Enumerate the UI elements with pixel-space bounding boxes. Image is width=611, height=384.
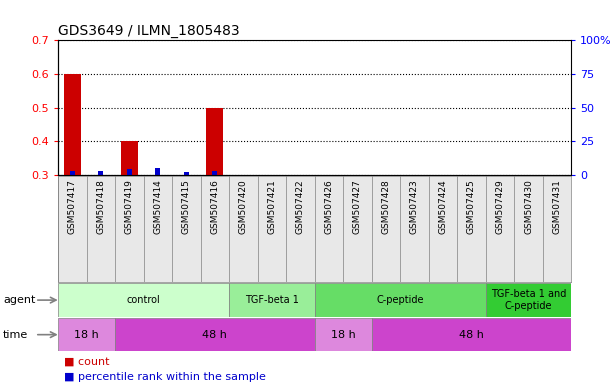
Bar [155,168,161,175]
Text: time: time [3,329,28,340]
Text: 18 h: 18 h [331,329,356,340]
Bar [126,169,132,175]
Text: GSM507415: GSM507415 [182,179,191,234]
Bar [58,318,115,351]
Text: GSM507430: GSM507430 [524,179,533,234]
Text: TGF-beta 1: TGF-beta 1 [245,295,299,305]
Text: GSM507431: GSM507431 [552,179,562,234]
Text: GSM507422: GSM507422 [296,179,305,234]
Text: GSM507420: GSM507420 [239,179,248,234]
Text: GSM507426: GSM507426 [324,179,334,234]
Text: GSM507429: GSM507429 [496,179,505,234]
Text: GSM507416: GSM507416 [210,179,219,234]
Text: GSM507418: GSM507418 [97,179,105,234]
Text: GSM507425: GSM507425 [467,179,476,234]
Bar [115,318,315,351]
Text: GSM507428: GSM507428 [381,179,390,234]
Text: GSM507421: GSM507421 [268,179,276,234]
Text: agent: agent [3,295,35,305]
Bar [486,283,571,317]
Text: GSM507423: GSM507423 [410,179,419,234]
Text: GDS3649 / ILMN_1805483: GDS3649 / ILMN_1805483 [58,24,240,38]
Text: 18 h: 18 h [74,329,99,340]
Bar [121,141,138,175]
Text: 48 h: 48 h [459,329,484,340]
Bar [184,172,189,175]
Text: control: control [126,295,161,305]
Text: GSM507417: GSM507417 [68,179,77,234]
Text: TGF-beta 1 and
C-peptide: TGF-beta 1 and C-peptide [491,289,566,311]
Bar [207,108,224,175]
Bar [315,318,371,351]
Bar [315,283,486,317]
Bar [98,170,103,175]
Text: ■ percentile rank within the sample: ■ percentile rank within the sample [64,372,266,382]
Bar [64,74,81,175]
Bar [70,170,75,175]
Text: GSM507427: GSM507427 [353,179,362,234]
Bar [229,283,315,317]
Bar [58,283,229,317]
Text: GSM507414: GSM507414 [153,179,163,234]
Text: C-peptide: C-peptide [376,295,424,305]
Text: GSM507424: GSM507424 [439,179,447,234]
Text: 48 h: 48 h [202,329,227,340]
Text: ■ count: ■ count [64,356,109,366]
Bar [212,170,218,175]
Bar [371,318,571,351]
Text: GSM507419: GSM507419 [125,179,134,234]
